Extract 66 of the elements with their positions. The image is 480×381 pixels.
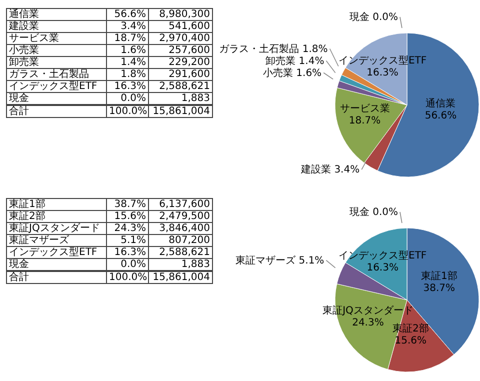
text: 24.3% xyxy=(114,223,146,234)
slice-label: インデックス型ETF xyxy=(338,54,427,66)
data-label: 24.3% xyxy=(352,317,384,328)
text: 2,479,500 xyxy=(148,210,212,222)
category-label: インデックス型ETF xyxy=(6,80,106,92)
text: 257,600 xyxy=(148,44,212,56)
category-label: 現金 xyxy=(6,92,106,105)
text: 3.4% xyxy=(120,21,146,32)
slice-label: 通信業 xyxy=(426,97,456,110)
text: 16.3% xyxy=(114,247,146,258)
category-label: 小売業 xyxy=(6,44,106,56)
slice-label: サービス業 xyxy=(340,102,390,114)
category-label: サービス業 xyxy=(6,32,106,44)
category-label: 通信業 xyxy=(6,8,106,20)
category-label: 東証2部 xyxy=(6,210,106,222)
text: 100.0% xyxy=(106,105,148,118)
category-label: 東証マザーズ xyxy=(6,234,106,246)
data-label: 38.7% xyxy=(423,283,456,294)
text: 15,861,004 xyxy=(148,105,212,118)
text: 1.4% xyxy=(120,57,146,68)
text: 291,600 xyxy=(148,68,212,80)
category-label: 東証JQスタンダード xyxy=(6,222,106,234)
text: 15,861,004 xyxy=(148,271,212,284)
text: 5.1% xyxy=(120,235,146,246)
slice-label: 卸売業 1.4% xyxy=(266,54,324,67)
category-label: ガラス・土石製品 xyxy=(6,68,106,80)
slice-label: ガラス・土石製品 1.8% xyxy=(219,42,328,55)
data-label: 56.6% xyxy=(424,110,457,122)
text: 18.7% xyxy=(114,33,146,44)
data-label: 16.3% xyxy=(366,262,398,274)
text: 1,883 xyxy=(148,92,212,105)
slice-label: 東証マザーズ 5.1% xyxy=(236,254,324,266)
category-label: 東証1部 xyxy=(6,198,106,210)
text: 229,200 xyxy=(148,56,212,68)
text: 合計 xyxy=(6,271,106,284)
category-label: 現金 xyxy=(6,258,106,271)
text: 0.0% xyxy=(120,259,146,270)
text: 合計 xyxy=(6,105,106,118)
text: 1,883 xyxy=(148,258,212,271)
category-label: 卸売業 xyxy=(6,56,106,68)
legend-label: 現金 0.0% xyxy=(349,206,398,218)
data-label: 15.6% xyxy=(394,336,427,347)
slice-label: 建設業 3.4% xyxy=(300,164,360,176)
text: 2,588,621 xyxy=(148,246,212,258)
category-label: インデックス型ETF xyxy=(6,246,106,258)
text: 100.0% xyxy=(106,271,148,284)
text: 1.6% xyxy=(120,45,146,56)
text: 6,137,600 xyxy=(148,198,212,210)
slice-label: 小売業 1.6% xyxy=(262,66,322,79)
text: 807,200 xyxy=(148,234,212,246)
text: 8,980,300 xyxy=(148,8,212,20)
category-label: 建設業 xyxy=(6,20,106,32)
text: 0.0% xyxy=(120,93,146,104)
slice-label: 東証1部 xyxy=(420,270,458,282)
data-label: 18.7% xyxy=(348,115,381,126)
data-label: 16.3% xyxy=(366,68,398,78)
text: 2,970,400 xyxy=(148,32,212,44)
text: 2,588,621 xyxy=(148,80,212,92)
text: 541,600 xyxy=(148,20,212,32)
text: 16.3% xyxy=(114,81,146,92)
text: 1.8% xyxy=(120,69,146,80)
text: 56.6% xyxy=(114,9,146,20)
legend-label: 現金 0.0% xyxy=(349,11,398,23)
text: 3,846,400 xyxy=(148,222,212,234)
text: 15.6% xyxy=(114,211,146,222)
text: 38.7% xyxy=(114,199,146,210)
